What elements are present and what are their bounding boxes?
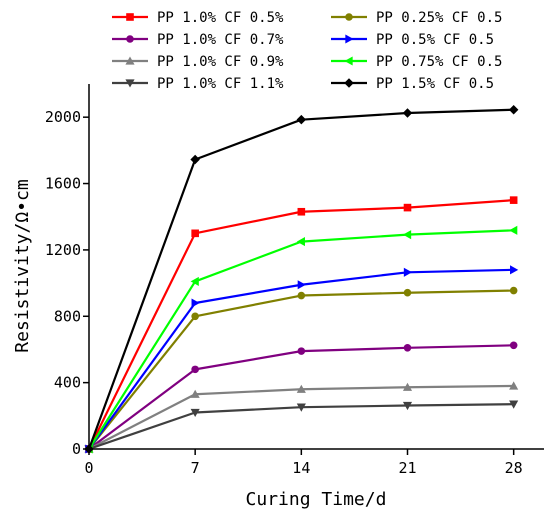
legend-item: PP 1.0% CF 0.7% <box>112 32 284 48</box>
y-tick-label: 2000 <box>45 108 81 126</box>
series-1 <box>85 196 518 453</box>
data-point <box>510 265 519 275</box>
legend-label: PP 1.0% CF 0.9% <box>157 54 284 70</box>
data-point <box>191 229 199 238</box>
legend-label: PP 1.0% CF 1.1% <box>157 76 284 92</box>
legend-item: PP 0.5% CF 0.5 <box>331 32 494 48</box>
legend-item: PP 1.0% CF 1.1% <box>112 76 284 92</box>
legend-label: PP 0.5% CF 0.5 <box>376 32 494 48</box>
data-point <box>297 207 306 216</box>
data-point <box>190 389 200 398</box>
y-tick-label: 800 <box>54 307 81 325</box>
data-point <box>190 276 199 286</box>
data-point <box>191 365 199 374</box>
legend-marker <box>125 56 135 65</box>
data-point <box>402 401 413 411</box>
data-point <box>297 291 306 300</box>
legend-item: PP 1.0% CF 0.9% <box>112 54 284 70</box>
x-tick-label: 21 <box>398 459 416 477</box>
data-point <box>296 403 306 412</box>
legend-label: PP 1.5% CF 0.5 <box>376 76 494 92</box>
data-point <box>402 382 413 391</box>
y-tick-label: 1200 <box>45 241 81 259</box>
series-5 <box>85 286 518 453</box>
y-tick-label: 0 <box>72 440 81 458</box>
legend-item: PP 1.5% CF 0.5 <box>331 76 494 92</box>
data-point <box>191 312 199 321</box>
data-point <box>296 237 305 247</box>
x-tick-label: 14 <box>292 459 310 477</box>
legend-label: PP 0.25% CF 0.5 <box>376 10 502 26</box>
legend-marker <box>126 13 134 21</box>
data-point <box>190 154 200 165</box>
legend-item: PP 0.75% CF 0.5 <box>331 54 502 70</box>
series-line <box>88 384 514 450</box>
x-tick-label: 28 <box>505 459 523 477</box>
x-tick-label: 7 <box>191 459 200 477</box>
data-point <box>509 286 518 295</box>
data-point <box>190 408 200 418</box>
data-point <box>296 114 307 125</box>
legend-item: PP 0.25% CF 0.5 <box>331 10 502 26</box>
series-2 <box>85 341 518 453</box>
legend-label: PP 1.0% CF 0.5% <box>157 10 284 26</box>
data-point <box>297 347 306 355</box>
data-point <box>508 104 519 115</box>
y-tick-label: 400 <box>54 374 81 392</box>
legend-marker <box>126 35 134 43</box>
data-point <box>84 444 94 454</box>
legend-item: PP 1.0% CF 0.5% <box>112 10 284 26</box>
legend-label: PP 0.75% CF 0.5 <box>376 54 502 70</box>
y-axis-title: Resistivity/Ω•cm <box>12 179 33 352</box>
legend: PP 1.0% CF 0.5% PP 1.0% CF 0.7% PP 1.0% CF… <box>112 10 502 92</box>
data-point <box>297 280 306 290</box>
data-point <box>402 230 412 240</box>
data-point <box>403 203 412 212</box>
data-point <box>509 225 518 235</box>
data-point <box>509 400 519 409</box>
series-7 <box>84 225 518 454</box>
plot-area: 0 7 14 21 28 0 400 800 1200 1600 2000 <box>45 84 544 477</box>
data-point <box>509 341 518 350</box>
data-point <box>191 298 200 308</box>
series-4 <box>84 400 519 454</box>
series-3 <box>84 381 519 453</box>
y-tick-label: 1600 <box>45 175 81 193</box>
series-layer <box>84 104 519 454</box>
data-point <box>296 384 306 393</box>
legend-marker <box>345 13 353 21</box>
data-point <box>509 381 519 390</box>
x-axis-title: Curing Time/d <box>246 489 387 510</box>
data-point <box>403 288 412 297</box>
legend-label: PP 1.0% CF 0.7% <box>157 32 284 48</box>
x-tick-label: 0 <box>84 459 93 477</box>
series-line <box>87 108 514 450</box>
legend-marker <box>125 79 135 88</box>
series-line <box>88 289 514 450</box>
data-point <box>403 267 413 277</box>
data-point <box>403 343 412 352</box>
data-point <box>509 196 518 204</box>
series-8 <box>84 104 519 454</box>
legend-marker <box>344 78 354 88</box>
data-point <box>402 108 413 118</box>
legend-marker <box>344 56 353 66</box>
legend-marker <box>345 34 354 44</box>
